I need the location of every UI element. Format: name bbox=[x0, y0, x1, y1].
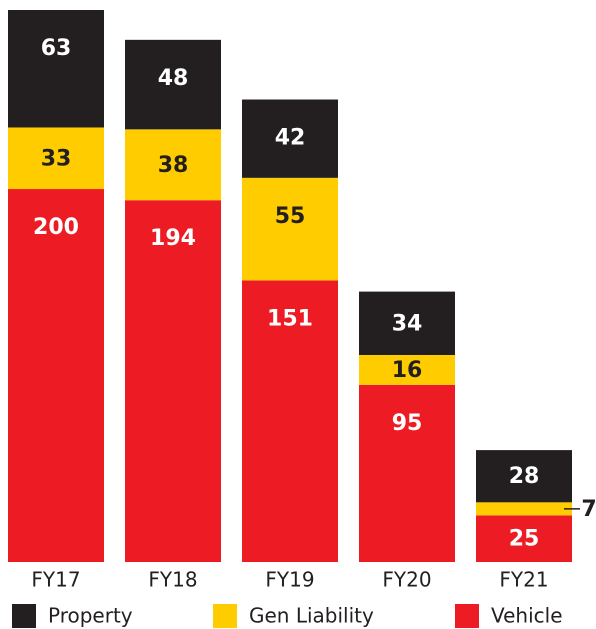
bar-segment bbox=[242, 177, 338, 281]
bar-segment bbox=[125, 129, 221, 201]
bar-segment bbox=[8, 10, 104, 128]
data-label: 16 bbox=[392, 358, 423, 383]
legend-label: Gen Liability bbox=[249, 604, 374, 628]
data-label: 25 bbox=[509, 527, 540, 552]
bar-segment bbox=[8, 189, 104, 562]
data-label: 151 bbox=[267, 306, 313, 331]
data-label: 55 bbox=[275, 204, 306, 229]
bar-segment bbox=[242, 99, 338, 178]
legend-swatch bbox=[213, 604, 237, 628]
x-tick-label: FY21 bbox=[499, 568, 548, 592]
data-label: 95 bbox=[392, 411, 423, 436]
x-tick-label: FY19 bbox=[265, 568, 314, 592]
data-label: 63 bbox=[41, 36, 72, 61]
legend-label: Property bbox=[48, 604, 133, 628]
bar-segment bbox=[125, 200, 221, 562]
x-tick-label: FY18 bbox=[148, 568, 197, 592]
legend-swatch bbox=[455, 604, 479, 628]
data-label: 7 bbox=[581, 497, 596, 522]
data-label: 33 bbox=[41, 146, 72, 171]
legend-swatch bbox=[12, 604, 36, 628]
bar-segment bbox=[359, 384, 455, 562]
data-label: 200 bbox=[33, 215, 79, 240]
bar-segment bbox=[359, 291, 455, 355]
data-label: 28 bbox=[509, 464, 540, 489]
bar-segment bbox=[125, 39, 221, 130]
bar-segment bbox=[8, 127, 104, 190]
data-label: 48 bbox=[158, 66, 189, 91]
bar-segment bbox=[476, 450, 572, 503]
data-label: 194 bbox=[150, 226, 196, 251]
bar-segment bbox=[476, 515, 572, 562]
bar-segment bbox=[359, 355, 455, 385]
bar-segment bbox=[476, 502, 572, 516]
data-label: 38 bbox=[158, 153, 189, 178]
data-label: 42 bbox=[275, 126, 306, 151]
x-tick-label: FY20 bbox=[382, 568, 431, 592]
x-tick-label: FY17 bbox=[31, 568, 80, 592]
bar-segment bbox=[242, 280, 338, 562]
data-label: 34 bbox=[392, 311, 423, 336]
legend-label: Vehicle bbox=[491, 604, 563, 628]
